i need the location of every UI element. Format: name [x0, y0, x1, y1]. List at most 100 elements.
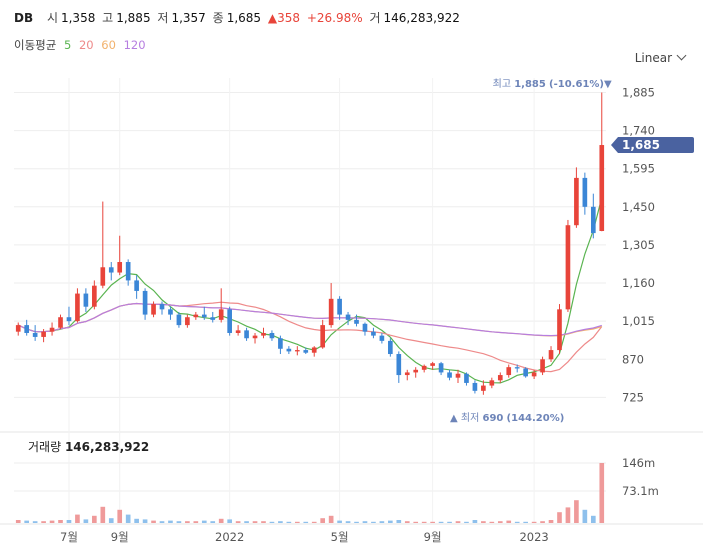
- volume-bar: [92, 515, 97, 523]
- volume-bar: [523, 521, 528, 523]
- candle-body: [32, 332, 38, 337]
- volume-bars: [15, 463, 605, 523]
- moving-average-lines: [17, 197, 603, 384]
- volume-bar: [396, 520, 402, 523]
- current-price-tag: 1,685: [611, 137, 694, 154]
- volume-bar: [32, 521, 38, 523]
- candle: [278, 335, 283, 355]
- candle: [540, 356, 545, 376]
- candle-body: [41, 331, 46, 337]
- candle-body: [379, 335, 385, 341]
- volume-bar: [328, 515, 334, 523]
- volume-bar: [472, 520, 478, 523]
- volume-bar: [151, 520, 156, 523]
- candle-body: [447, 372, 452, 378]
- volume-bar: [506, 520, 512, 523]
- candle: [438, 361, 444, 376]
- volume-bar: [125, 514, 131, 523]
- candle: [269, 330, 275, 341]
- candle: [574, 167, 579, 228]
- time-tick-label: 7월: [60, 530, 78, 544]
- candle: [447, 369, 452, 381]
- candle-body: [244, 330, 249, 339]
- candle-body: [354, 319, 359, 324]
- candle-body: [582, 177, 588, 207]
- time-tick-label: 5월: [331, 530, 349, 544]
- volume-bar: [514, 521, 520, 523]
- candle-body: [83, 293, 89, 307]
- candle-body: [523, 368, 528, 377]
- candle-body: [100, 267, 106, 286]
- candle-body: [388, 340, 393, 355]
- candle: [362, 322, 368, 336]
- candle: [108, 262, 114, 281]
- volume-bar: [481, 521, 486, 523]
- time-tick-label: 9월: [424, 530, 442, 544]
- volume-bar: [41, 521, 46, 523]
- volume-bar: [176, 521, 182, 523]
- scale-selector[interactable]: Linear: [634, 50, 687, 65]
- candle-body: [455, 373, 461, 378]
- volume-bar: [557, 512, 562, 523]
- grid: [0, 78, 703, 525]
- candle-body: [286, 348, 292, 352]
- change-up-icon: ▲: [267, 11, 278, 25]
- volume-bar: [464, 521, 469, 523]
- candle: [134, 275, 139, 299]
- candle-body: [464, 373, 469, 383]
- volume-bar: [24, 520, 30, 523]
- time-tick-label: 2023: [519, 530, 548, 544]
- scale-value: Linear: [634, 51, 672, 65]
- volume-bar: [565, 507, 571, 523]
- candle-body: [58, 317, 63, 328]
- candle: [235, 325, 241, 336]
- volume-bar: [430, 521, 435, 523]
- volume-bar: [252, 521, 258, 523]
- candle-body: [311, 347, 317, 353]
- volume-bar: [108, 518, 114, 523]
- candle: [557, 304, 562, 355]
- volume-bar: [599, 463, 605, 523]
- volume-bar: [185, 521, 190, 523]
- candle-body: [506, 367, 512, 376]
- candle: [464, 372, 469, 386]
- volume-panel-title: 거래량 146,283,922: [28, 440, 149, 454]
- candle-body: [404, 372, 410, 376]
- volume-bar: [134, 518, 139, 523]
- volume-bar: [58, 520, 63, 523]
- price-tick-label: 870: [622, 352, 644, 366]
- volume-tick-label: 73.1m: [622, 484, 659, 498]
- min-marker-icon: ▲: [450, 413, 458, 424]
- candle-body: [320, 325, 326, 348]
- candle: [125, 259, 131, 286]
- candle-body: [201, 314, 207, 318]
- candle-body: [489, 380, 495, 386]
- candle-body: [413, 369, 419, 373]
- candle-body: [557, 309, 562, 351]
- candle-body: [481, 385, 486, 391]
- volume-bar: [362, 521, 368, 523]
- low-value: 1,357: [171, 11, 206, 25]
- candle-body: [548, 350, 554, 360]
- ma20-label: 20: [78, 38, 94, 52]
- volume-bar: [210, 521, 216, 523]
- candle: [210, 311, 216, 323]
- candle: [371, 327, 376, 339]
- candle-body: [421, 365, 427, 370]
- volume-bar: [15, 520, 21, 523]
- change-value: 358: [277, 11, 301, 25]
- candle: [151, 301, 156, 318]
- candle: [58, 314, 63, 330]
- candle: [303, 347, 309, 355]
- candle: [506, 364, 512, 378]
- open-label: 시: [46, 11, 58, 25]
- price-tick-label: 1,015: [622, 314, 655, 328]
- candle-body: [176, 314, 182, 326]
- candle: [294, 346, 300, 356]
- price-axis: 1,885 1,740 1,595 1,450 1,305 1,160 1,015 870 72…: [622, 85, 659, 498]
- candle-body: [151, 304, 156, 315]
- ma60-label: 60: [101, 38, 116, 52]
- volume-bar: [261, 521, 266, 523]
- moving-average-legend[interactable]: 이동평균 5 20 60 120: [14, 37, 150, 53]
